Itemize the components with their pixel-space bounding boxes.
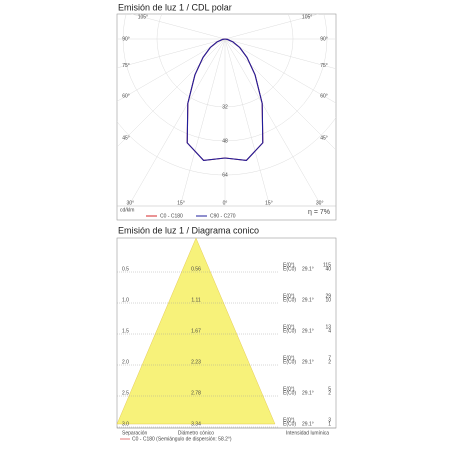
e0: 115 <box>323 262 331 268</box>
ec0-label: E(C0) <box>283 328 296 334</box>
grid-spoke <box>224 38 336 70</box>
e0: 3 <box>328 417 331 423</box>
separation: 2.5 <box>122 390 129 396</box>
e0-label: E(0°) <box>283 355 295 361</box>
grid-spoke <box>117 38 226 102</box>
separation: 3.0 <box>122 421 129 427</box>
angle: 29.1° <box>302 266 314 272</box>
angle-label: 105° <box>302 14 312 20</box>
ec0: 1 <box>328 421 331 427</box>
polar-curve <box>186 38 264 161</box>
diameter: 0.56 <box>191 266 201 272</box>
diameter: 3.34 <box>191 421 201 427</box>
ec0-label: E(C0) <box>283 421 296 427</box>
ec0: 2 <box>328 359 331 365</box>
angle-label: 90° <box>122 36 130 42</box>
angle-label: 90° <box>320 36 328 42</box>
ec0: 10 <box>325 297 331 303</box>
grid-spoke <box>117 38 226 69</box>
cone-title: Emisión de luz 1 / Diagrama conico <box>118 225 259 235</box>
angle-label: 15° <box>177 200 185 206</box>
separation: 1.0 <box>122 297 129 303</box>
diameter: 2.78 <box>191 390 201 396</box>
angle-label: 60° <box>320 93 328 99</box>
e0-label: E(0°) <box>283 386 295 392</box>
angle-label: 0° <box>223 200 228 206</box>
grid-spoke <box>224 38 322 206</box>
grid-spoke <box>130 14 226 40</box>
grid-spoke <box>117 38 226 148</box>
angle-label: 45° <box>320 135 328 141</box>
r-tick-label: 32 <box>222 104 228 110</box>
e0: 5 <box>328 386 331 392</box>
e0: 7 <box>328 355 331 361</box>
polar-title: Emisión de luz 1 / CDL polar <box>118 2 232 12</box>
r-tick-label: 64 <box>222 172 228 178</box>
ec0-label: E(C0) <box>283 297 296 303</box>
grid-spoke <box>224 38 271 206</box>
e0-label: E(0°) <box>283 417 295 423</box>
polar-labels: 32 48 64 105° 105° 90° 90° 75° 75° 60° 60° 45° 45° 30… <box>120 14 330 219</box>
diameter: 2.23 <box>191 359 201 365</box>
ec0-label: E(C0) <box>283 359 296 365</box>
r-tick-label: 48 <box>222 138 228 144</box>
diameter: 1.67 <box>191 328 201 334</box>
ec0-label: E(C0) <box>283 390 296 396</box>
e0-label: E(0°) <box>283 324 295 330</box>
polar-frame <box>116 13 337 221</box>
e0: 29 <box>325 293 331 299</box>
separation: 2.0 <box>122 359 129 365</box>
angle-label: 60° <box>122 93 130 99</box>
footer-col: Diámetro cónico <box>178 430 214 436</box>
grid-spoke <box>128 38 226 206</box>
efficiency: η = 7% <box>308 209 330 216</box>
angle-label: 45° <box>122 135 130 141</box>
grid-spoke <box>224 38 336 104</box>
legend-label: C0 - C180 <box>160 213 183 219</box>
ec0: 4 <box>328 328 331 334</box>
unit-label: cd/klm <box>120 207 134 213</box>
footer-col: Intensidad lumínica <box>286 430 329 436</box>
footer-col: Separación <box>122 430 148 436</box>
angle: 29.1° <box>302 421 314 427</box>
e0-label: E(0°) <box>283 262 295 268</box>
angle-label: 15° <box>265 200 273 206</box>
angle-label: 30° <box>316 200 324 206</box>
grid-spoke <box>224 38 336 151</box>
footer-legend: C0 - C180 (Semiángulo de dispersión: 58.… <box>132 436 232 442</box>
separation: 0.5 <box>122 266 129 272</box>
e0-label: E(0°) <box>283 293 295 299</box>
angle-label: 105° <box>138 14 148 20</box>
ec0-label: E(C0) <box>283 266 296 272</box>
angle: 29.1° <box>302 297 314 303</box>
angle-label: 75° <box>320 63 328 69</box>
angle-label: 75° <box>122 63 130 69</box>
grid-spoke <box>224 14 320 40</box>
angle: 29.1° <box>302 359 314 365</box>
angle: 29.1° <box>302 390 314 396</box>
angle: 29.1° <box>302 328 314 334</box>
diameter: 1.11 <box>191 297 201 303</box>
ec0: 40 <box>325 266 331 272</box>
legend-label: C90 - C270 <box>210 213 236 219</box>
grid-spoke <box>179 38 226 206</box>
angle-label: 30° <box>127 200 135 206</box>
cone <box>116 237 276 425</box>
ec0: 2 <box>328 390 331 396</box>
separation: 1.5 <box>122 328 129 334</box>
e0: 13 <box>325 324 331 330</box>
